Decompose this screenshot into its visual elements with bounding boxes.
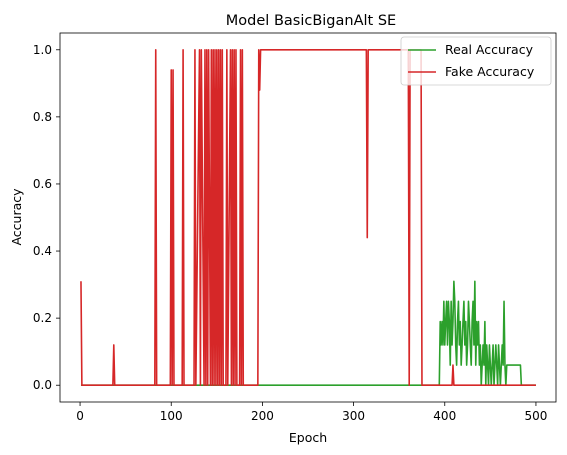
x-tick-label: 200 bbox=[251, 409, 274, 423]
x-axis-label: Epoch bbox=[289, 430, 327, 445]
y-tick-label: 0.8 bbox=[33, 110, 52, 124]
chart-title: Model BasicBiganAlt SE bbox=[226, 13, 396, 29]
legend: Real Accuracy Fake Accuracy bbox=[400, 36, 552, 86]
y-tick-label: 1.0 bbox=[33, 43, 52, 57]
x-tick-label: 100 bbox=[160, 409, 183, 423]
x-tick-label: 0 bbox=[76, 409, 84, 423]
y-tick-label: 0.2 bbox=[33, 311, 52, 325]
x-tick-label: 300 bbox=[342, 409, 365, 423]
y-axis-label: Accuracy bbox=[9, 188, 24, 246]
plot-frame bbox=[59, 32, 557, 403]
legend-box bbox=[400, 36, 552, 86]
legend-label-fake: Fake Accuracy bbox=[445, 64, 535, 79]
series-layer bbox=[80, 48, 536, 387]
series-line-real-accuracy bbox=[80, 280, 536, 387]
x-axis: 0 100 200 300 400 500 bbox=[76, 402, 547, 423]
y-axis: 0.0 0.2 0.4 0.6 0.8 1.0 bbox=[33, 43, 60, 392]
plot-area bbox=[59, 32, 557, 403]
x-tick-label: 500 bbox=[524, 409, 547, 423]
y-tick-label: 0.0 bbox=[33, 378, 52, 392]
y-tick-label: 0.6 bbox=[33, 177, 52, 191]
series-line-fake-accuracy bbox=[80, 48, 536, 387]
y-tick-label: 0.4 bbox=[33, 244, 52, 258]
x-tick-label: 400 bbox=[433, 409, 456, 423]
legend-label-real: Real Accuracy bbox=[445, 42, 534, 57]
